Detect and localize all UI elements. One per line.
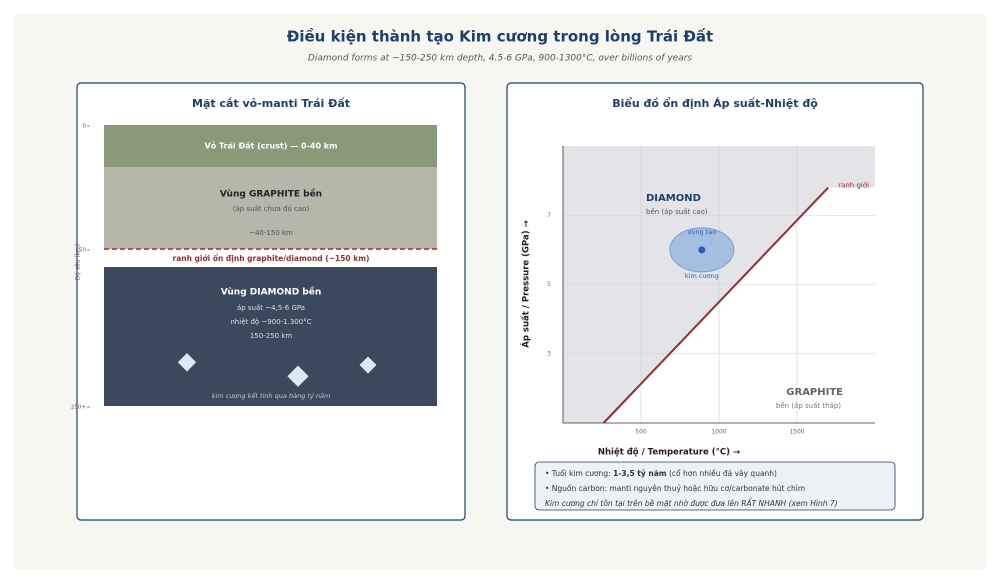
region-label: DIAMOND xyxy=(646,193,701,204)
zone-title: Vùng DIAMOND bền xyxy=(221,287,322,298)
x-tick-label: 1500 xyxy=(789,429,804,436)
diamond-icon xyxy=(359,356,377,374)
notes-box xyxy=(534,461,896,511)
zone-caption: kim cương kết tinh qua hàng tỷ năm xyxy=(212,391,331,400)
diamond-icon xyxy=(177,353,197,372)
depth-tick-label: 150 xyxy=(76,248,87,254)
title: Điều kiện thành tạo Kim cương trong lòng… xyxy=(287,27,713,46)
region-note: bền (áp suất cao) xyxy=(646,208,708,216)
y-tick-label: 7 xyxy=(547,212,551,219)
formation-point xyxy=(698,246,706,254)
axis-label: Độ sâu (km) xyxy=(75,244,82,281)
diamond-icon xyxy=(287,365,309,387)
zone-depth: ~40-150 km xyxy=(249,229,293,237)
panel-title: Mặt cắt vỏ-manti Trái Đất xyxy=(192,97,350,110)
note-highlight: 1-3,5 tỷ năm xyxy=(613,469,667,478)
subtitle: Diamond forms at ~150-250 km depth, 4.5-… xyxy=(308,54,692,64)
note: • Tuổi kim cương: 1-3,5 tỷ năm (cổ hơn n… xyxy=(545,469,777,478)
panel-title: Biểu đồ ổn định Áp suất-Nhiệt độ xyxy=(612,97,818,110)
region-label: GRAPHITE xyxy=(786,387,843,398)
note: • Nguồn carbon: manti nguyên thuỷ hoặc h… xyxy=(545,484,805,493)
diamond-layer xyxy=(104,267,437,406)
crust-label: Vỏ Trái Đất (crust) — 0-40 km xyxy=(205,141,338,151)
formation-label: vùng tạo xyxy=(687,228,716,236)
y-axis-label: Áp suất / Pressure (GPa) → xyxy=(520,220,532,347)
y-tick-label: 5 xyxy=(547,281,551,288)
y-tick-label: 3 xyxy=(547,350,551,357)
series-label: ranh giới xyxy=(838,182,869,190)
note-text: • Tuổi kim cương: xyxy=(545,469,613,478)
formation-label: kim cương xyxy=(685,272,719,280)
zone-line: áp suất ~4,5-6 GPa xyxy=(237,304,305,312)
zone-line: 150-250 km xyxy=(250,332,293,340)
cross-section: Vỏ Trái Đất (crust) — 0-40 km Vùng GRAPH… xyxy=(71,124,437,411)
zone-title: Vùng GRAPHITE bền xyxy=(220,189,322,200)
crust-layer xyxy=(104,125,437,167)
zone-line: nhiệt độ ~900-1.300°C xyxy=(230,318,311,326)
graphite-layer xyxy=(104,167,437,249)
depth-tick-label: 250+ xyxy=(71,405,86,411)
note-text: (cổ hơn nhiều đá vây quanh) xyxy=(667,469,777,478)
x-tick-label: 500 xyxy=(635,429,647,436)
boundary-label: ranh giới ổn định graphite/diamond (~150… xyxy=(173,254,370,263)
zone-note: (áp suất chưa đủ cao) xyxy=(233,205,310,213)
phase-chart: 500 1000 1500 3 5 7 ranh giới vùng tạo kim cương… xyxy=(547,146,875,436)
x-tick-label: 1000 xyxy=(711,429,726,436)
region-note: bền (áp suất thấp) xyxy=(776,402,841,410)
x-axis-label: Nhiệt độ / Temperature (°C) → xyxy=(598,448,740,458)
boundary-line xyxy=(602,186,829,424)
note: Kim cương chỉ tồn tại trên bề mặt nhờ đư… xyxy=(545,498,838,508)
depth-tick-label: 0 xyxy=(83,124,87,130)
graphite-region xyxy=(603,187,875,423)
